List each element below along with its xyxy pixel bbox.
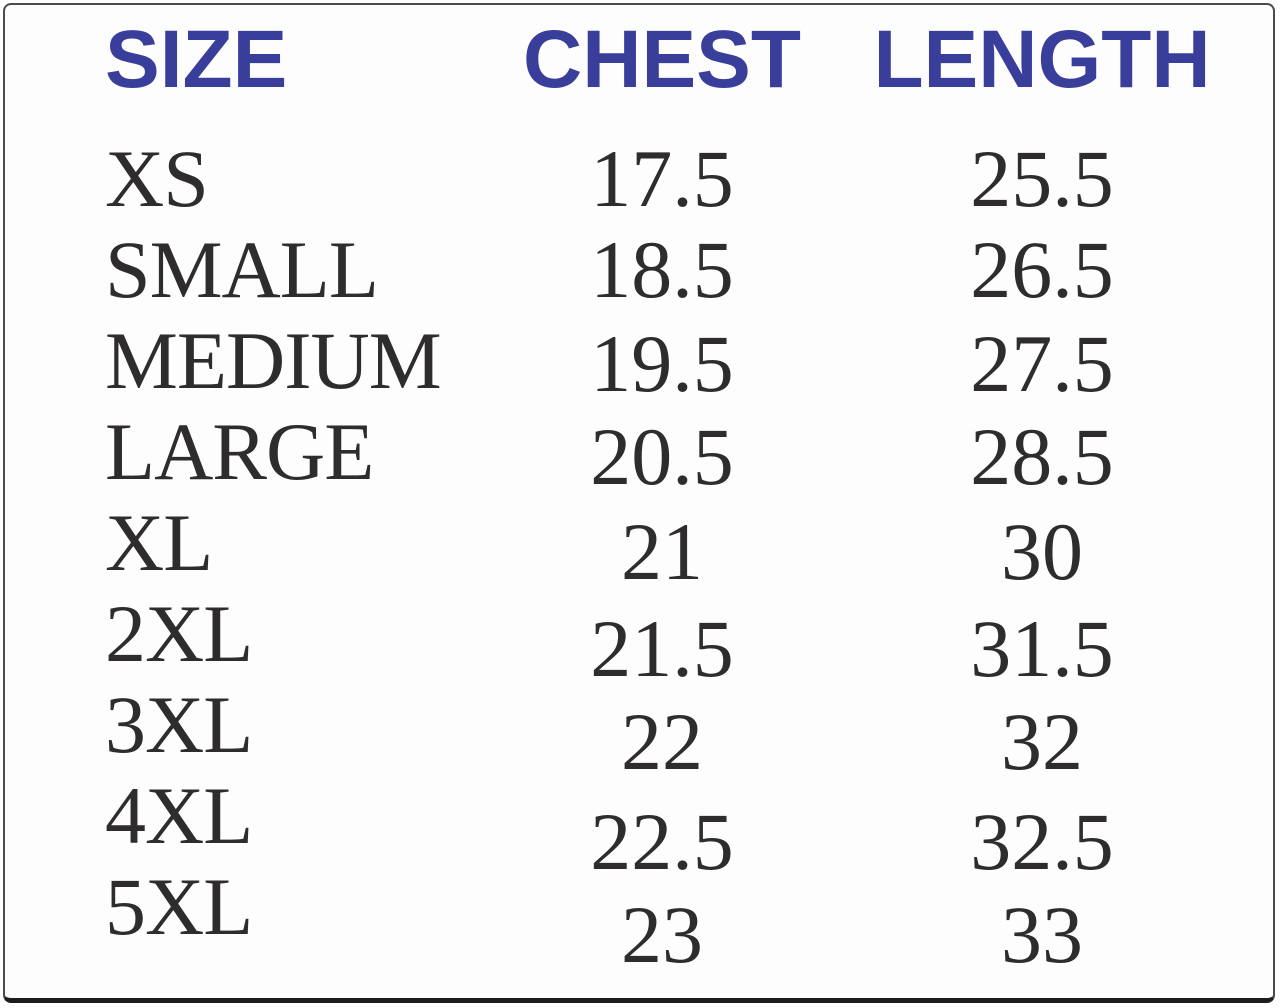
table-row: 3XL 22 32 [5,679,1273,787]
column-header-size: SIZE [105,14,288,105]
chest-value: 18.5 [590,224,734,315]
column-header-length: LENGTH [873,14,1211,105]
column-header-chest: CHEST [523,14,801,105]
length-value: 32 [1001,696,1083,787]
table-row: LARGE 20.5 28.5 [5,406,1273,502]
chest-value: 22.5 [590,796,734,887]
size-label: LARGE [105,406,374,497]
length-value: 30 [1001,506,1083,597]
length-value: 26.5 [970,224,1114,315]
chest-value: 22 [621,696,703,787]
size-label: 4XL [105,770,253,861]
chest-value: 21 [621,506,703,597]
length-value: 33 [1001,889,1083,980]
size-label: 5XL [105,861,253,952]
table-header: SIZE CHEST LENGTH [5,19,1273,101]
chest-value: 23 [621,889,703,980]
size-label: XS [105,133,209,224]
table-row: SMALL 18.5 26.5 [5,224,1273,315]
length-value: 25.5 [970,133,1114,224]
table-row: 2XL 21.5 31.5 [5,588,1273,694]
table-body: XS 17.5 25.5 SMALL 18.5 26.5 MEDIUM 19.5 27.5 LAR… [5,133,1273,980]
table-row: 5XL 23 33 [5,861,1273,980]
chest-value: 21.5 [590,603,734,694]
size-label: 2XL [105,588,253,679]
size-label: SMALL [105,224,379,315]
chest-value: 19.5 [590,318,734,409]
chest-value: 17.5 [590,133,734,224]
table-row: 4XL 22.5 32.5 [5,770,1273,887]
length-value: 27.5 [970,318,1114,409]
length-value: 28.5 [970,411,1114,502]
length-value: 32.5 [970,796,1114,887]
chest-value: 20.5 [590,411,734,502]
size-label: MEDIUM [105,315,442,406]
table-row: XS 17.5 25.5 [5,133,1273,224]
size-label: 3XL [105,679,253,770]
table-row: MEDIUM 19.5 27.5 [5,315,1273,409]
table-row: XL 21 30 [5,497,1273,597]
size-label: XL [105,497,213,588]
length-value: 31.5 [970,603,1114,694]
size-chart: SIZE CHEST LENGTH XS 17.5 25.5 SMALL 18.5 26.… [3,3,1275,1003]
